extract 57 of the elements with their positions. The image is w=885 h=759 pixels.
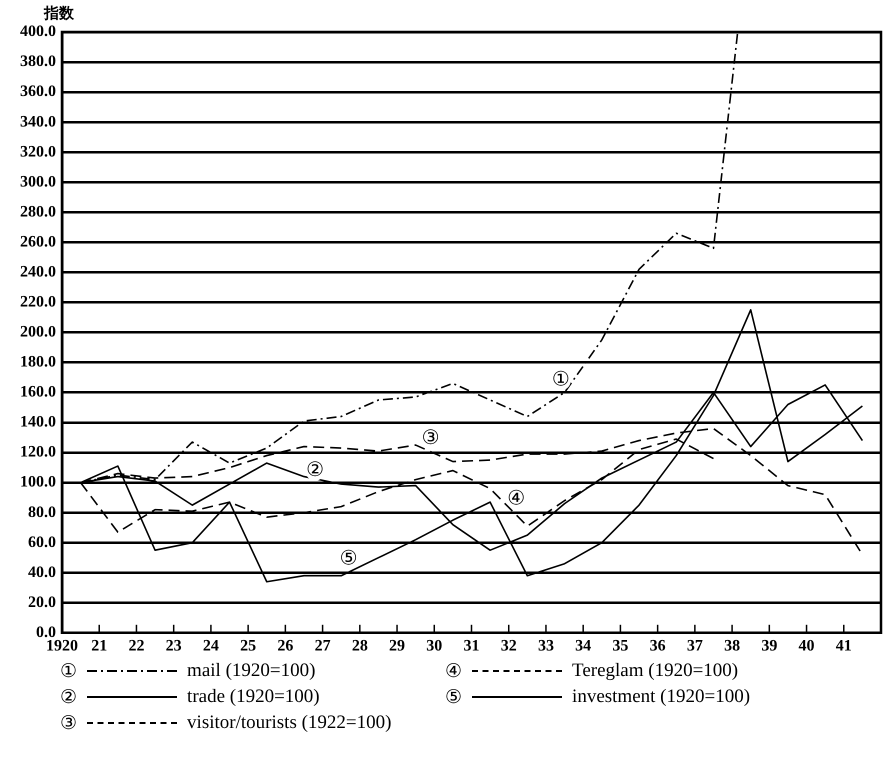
x-tick-label: 23: [166, 638, 182, 655]
x-tick-label: 26: [277, 638, 294, 655]
text: ④: [445, 660, 462, 682]
y-tick-label: 360.0: [20, 83, 56, 100]
legend-label: investment (1920=100): [572, 686, 750, 708]
x-tick-label: 34: [575, 638, 592, 655]
y-tick-label: 380.0: [20, 53, 56, 70]
x-tick-label: 40: [798, 638, 815, 655]
x-tick-label: 37: [686, 638, 703, 655]
y-tick-label: 100.0: [20, 474, 56, 491]
y-tick-label: 140.0: [20, 414, 56, 431]
y-tick-label: 80.0: [28, 504, 56, 521]
legend-label: Tereglam (1920=100): [572, 660, 738, 682]
y-tick-label: 280.0: [20, 203, 56, 220]
annotation: ④: [507, 485, 526, 510]
x-tick-label: 41: [836, 638, 852, 655]
x-tick-label: 39: [761, 638, 778, 655]
text: ③: [60, 712, 78, 734]
y-tick-label: 40.0: [28, 564, 56, 581]
x-tick-label: 36: [650, 638, 666, 655]
x-tick-label: 31: [464, 638, 480, 655]
legend-label: mail (1920=100): [187, 660, 316, 682]
y-tick-label: 180.0: [20, 354, 56, 371]
legend-label: trade (1920=100): [187, 686, 320, 708]
y-tick-label: 400.0: [20, 23, 56, 40]
legend-label: visitor/tourists (1922=100): [187, 712, 392, 734]
x-tick-label: 24: [202, 638, 219, 655]
x-tick-label: 21: [91, 638, 108, 655]
text: ⑤: [445, 686, 462, 708]
annotation: ②: [306, 456, 324, 481]
y-tick-label: 240.0: [20, 263, 56, 280]
annotation: ⑤: [340, 545, 358, 570]
y-tick-label: 220.0: [20, 294, 56, 310]
y-tick-label: 300.0: [20, 173, 56, 190]
y-axis-title: 指数: [43, 4, 75, 22]
y-tick-label: 320.0: [20, 143, 56, 160]
x-tick-label: 28: [352, 638, 368, 655]
x-tick-label: 29: [389, 638, 406, 655]
annotation: ①: [552, 366, 570, 391]
x-tick-label: 38: [724, 638, 740, 655]
y-tick-label: 160.0: [20, 384, 56, 401]
y-tick-label: 60.0: [28, 534, 56, 551]
x-tick-label: 25: [240, 638, 256, 655]
y-tick-label: 20.0: [28, 594, 56, 611]
x-tick-label: 22: [128, 638, 144, 655]
x-tick-label: 27: [314, 638, 331, 655]
x-tick-label: 32: [500, 638, 517, 655]
text: ②: [60, 686, 78, 708]
annotation: ③: [422, 425, 440, 450]
x-tick-label: 30: [426, 638, 442, 655]
y-tick-label: 260.0: [20, 233, 56, 250]
y-tick-label: 200.0: [20, 324, 56, 341]
y-tick-label: 120.0: [20, 444, 56, 461]
text: ①: [60, 660, 78, 682]
y-tick-label: 340.0: [20, 113, 56, 130]
x-tick-label: 33: [538, 638, 554, 655]
x-tick-label: 35: [612, 638, 628, 655]
